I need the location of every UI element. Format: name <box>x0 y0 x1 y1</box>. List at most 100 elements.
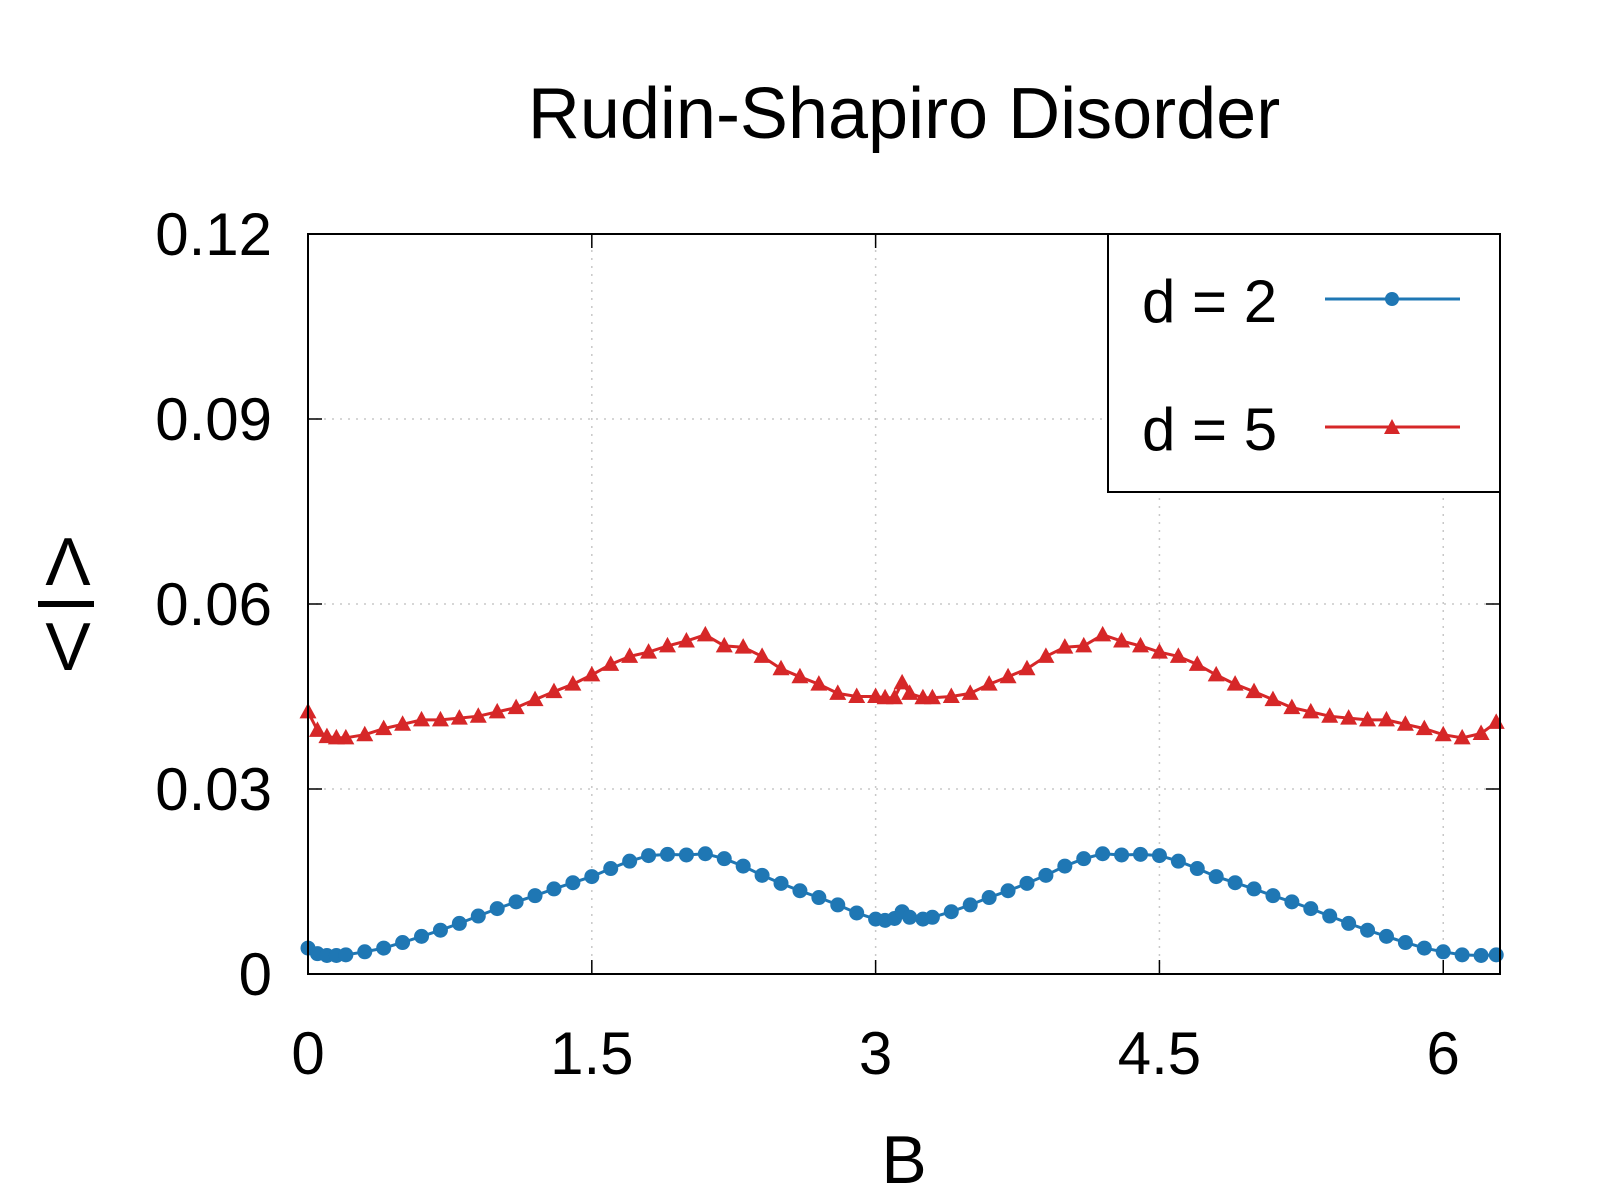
data-point <box>696 625 714 642</box>
data-point <box>1227 875 1243 891</box>
data-point <box>1094 625 1112 642</box>
data-point <box>943 904 959 920</box>
data-point <box>1207 665 1225 682</box>
data-point <box>508 894 524 910</box>
x-tick-label: 4.5 <box>1118 1020 1201 1087</box>
data-point <box>413 710 431 727</box>
legend-marker-d2 <box>1385 292 1399 306</box>
y-axis-label-numerator: Λ <box>45 524 91 600</box>
data-point <box>1284 894 1300 910</box>
data-point <box>658 636 676 653</box>
data-point <box>678 847 694 863</box>
data-point <box>1056 638 1074 654</box>
data-point <box>451 915 467 931</box>
data-point <box>1487 713 1505 729</box>
data-point <box>1076 851 1092 867</box>
x-tick-label: 3 <box>859 1020 892 1087</box>
chart-title: Rudin-Shapiro Disorder <box>528 74 1280 154</box>
data-point <box>308 721 326 737</box>
data-point <box>545 682 563 699</box>
data-point <box>1169 647 1187 663</box>
data-point <box>357 944 373 960</box>
data-point <box>829 684 847 700</box>
data-point <box>414 928 430 944</box>
data-point <box>753 647 771 663</box>
data-point <box>848 687 866 703</box>
data-point <box>1283 698 1301 715</box>
data-point <box>1189 861 1205 877</box>
x-tick-label: 6 <box>1427 1020 1460 1087</box>
data-point <box>1150 643 1168 659</box>
y-axis-label: Λ V <box>38 524 94 685</box>
data-point <box>1359 710 1377 727</box>
data-point <box>1114 847 1130 863</box>
data-point <box>773 875 789 891</box>
data-point <box>1226 675 1244 691</box>
data-point <box>432 922 448 938</box>
data-point <box>980 675 998 691</box>
data-point <box>942 687 960 703</box>
data-point <box>792 883 808 899</box>
data-point <box>489 901 505 917</box>
data-point <box>641 848 657 864</box>
data-point <box>830 897 846 913</box>
data-point <box>431 710 449 727</box>
data-point <box>1415 719 1433 736</box>
data-point <box>337 728 355 745</box>
data-point <box>1113 632 1131 648</box>
data-point <box>1397 935 1413 951</box>
data-point <box>1245 682 1263 699</box>
data-point <box>1435 944 1451 960</box>
data-point <box>999 667 1017 684</box>
data-point <box>621 647 639 663</box>
data-point <box>1265 888 1281 904</box>
data-point <box>810 675 828 691</box>
data-point <box>394 715 412 731</box>
y-tick-label: 0 <box>239 941 272 1008</box>
data-point <box>526 690 544 707</box>
data-point <box>1396 715 1414 731</box>
data-point <box>469 707 487 723</box>
data-point <box>1360 922 1376 938</box>
data-point <box>1170 853 1186 869</box>
data-point <box>1378 928 1394 944</box>
data-point <box>1132 636 1150 653</box>
y-tick-label: 0.06 <box>155 571 272 638</box>
data-point <box>602 655 620 671</box>
legend-label-d2: d = 2 <box>1142 268 1277 335</box>
plot-frame <box>307 233 1501 975</box>
data-point <box>981 890 997 906</box>
legend-marker-d5 <box>1384 419 1400 434</box>
data-point <box>450 709 468 725</box>
y-tick-labels: 0 0.03 0.06 0.09 0.12 <box>155 201 272 1008</box>
data-point <box>640 643 658 659</box>
data-point <box>735 858 751 874</box>
series-layer <box>299 625 1505 963</box>
data-point <box>962 897 978 913</box>
data-point <box>1472 724 1490 740</box>
legend-box <box>1107 233 1501 493</box>
data-point <box>811 890 827 906</box>
data-point <box>395 935 411 951</box>
data-point <box>1303 901 1319 917</box>
data-point <box>902 909 918 925</box>
data-point <box>1340 709 1358 725</box>
data-point <box>772 659 790 676</box>
data-point <box>470 908 486 924</box>
data-point <box>488 702 506 719</box>
data-point <box>1208 869 1224 885</box>
x-tick-labels: 0 1.5 3 4.5 6 <box>291 1020 1460 1087</box>
series-d5 <box>299 625 1505 745</box>
data-point <box>715 636 733 653</box>
data-point <box>1377 710 1395 727</box>
data-point <box>564 675 582 691</box>
y-axis-label-denominator: V <box>45 609 91 685</box>
data-point <box>659 846 675 862</box>
data-point <box>1095 846 1111 862</box>
data-point <box>1000 883 1016 899</box>
data-point <box>603 861 619 877</box>
series-d2 <box>300 846 1504 963</box>
data-point <box>1057 858 1073 874</box>
